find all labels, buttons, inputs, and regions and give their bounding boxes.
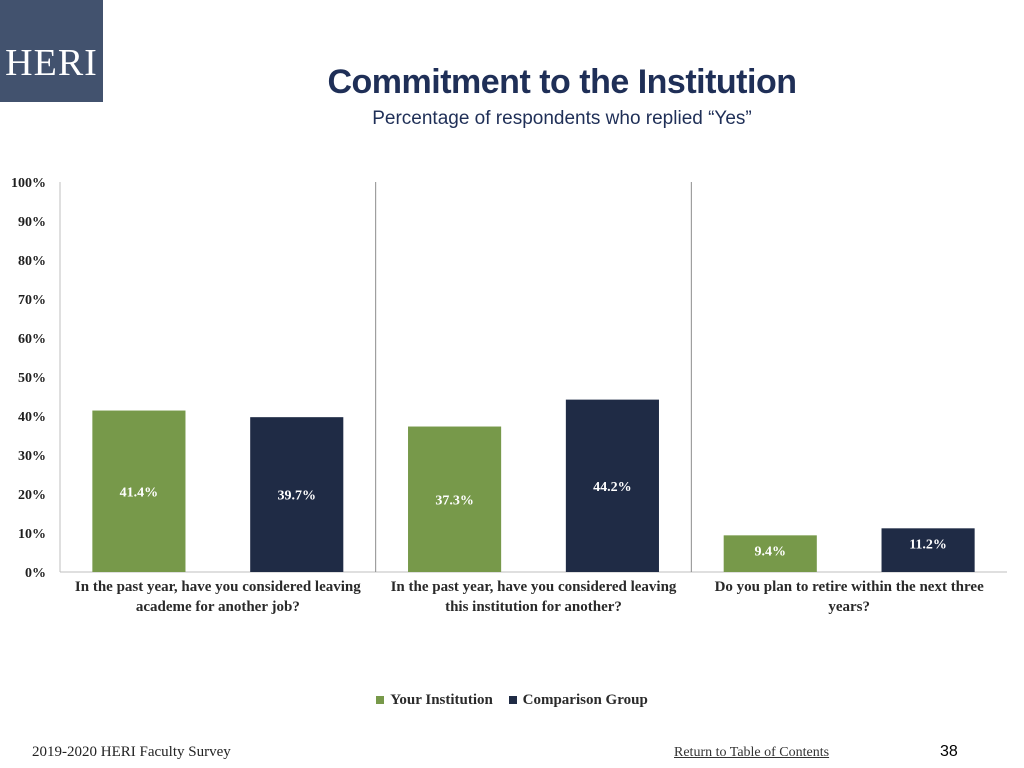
data-label: 9.4% xyxy=(755,544,787,559)
y-tick-label: 80% xyxy=(18,254,46,269)
data-label: 44.2% xyxy=(593,480,632,495)
bar xyxy=(92,410,186,572)
legend-label-comparison-group: Comparison Group xyxy=(522,692,648,708)
legend-item-comparison-group: Comparison Group xyxy=(508,692,648,709)
bar xyxy=(565,399,659,572)
y-tick-label: 10% xyxy=(18,527,46,542)
survey-name: 2019-2020 HERI Faculty Survey xyxy=(32,744,231,760)
data-label: 11.2% xyxy=(909,537,947,552)
y-tick-label: 30% xyxy=(18,449,46,464)
page-subtitle: Percentage of respondents who replied “Y… xyxy=(372,108,752,129)
legend-label-your-institution: Your Institution xyxy=(390,692,493,708)
bar-chart: 0% 10% 20% 30% 40% 50% 60% 70% 80% 90% 100% 41.4% 39… xyxy=(11,176,1007,580)
bar xyxy=(723,535,817,572)
category-label: In the past year, have you considered le… xyxy=(390,579,677,615)
bar xyxy=(881,528,975,572)
data-label: 39.7% xyxy=(278,489,317,504)
page-number: 38 xyxy=(940,743,958,760)
heri-logo: HERI xyxy=(0,0,103,102)
y-tick-label: 70% xyxy=(18,293,46,308)
page-title: Commitment to the Institution xyxy=(327,63,797,101)
return-to-toc-link[interactable]: Return to Table of Contents xyxy=(674,745,830,760)
bar xyxy=(250,417,344,572)
bar xyxy=(408,426,502,572)
y-tick-label: 90% xyxy=(18,215,46,230)
y-tick-label: 40% xyxy=(18,410,46,425)
y-tick-label: 50% xyxy=(18,371,46,386)
legend-item-your-institution: Your Institution xyxy=(376,692,493,709)
y-tick-label: 20% xyxy=(18,488,46,503)
legend-swatch-your-institution xyxy=(376,695,385,704)
category-label: Do you plan to retire within the next th… xyxy=(714,579,984,615)
legend: Your Institution Comparison Group xyxy=(0,692,1024,709)
data-label: 41.4% xyxy=(120,485,159,500)
data-label: 37.3% xyxy=(435,493,474,508)
y-tick-label: 100% xyxy=(11,176,46,191)
legend-swatch-comparison-group xyxy=(508,695,517,704)
y-tick-label: 0% xyxy=(25,566,46,580)
y-tick-label: 60% xyxy=(18,332,46,347)
category-label: In the past year, have you considered le… xyxy=(74,579,361,615)
logo-text: HERI xyxy=(5,42,98,84)
